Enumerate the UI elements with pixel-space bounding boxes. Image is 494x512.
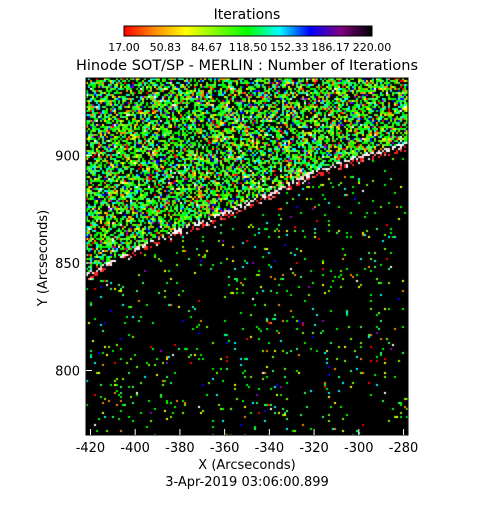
y-axis-label: Y (Arcseconds)	[36, 210, 51, 307]
colorbar	[123, 25, 373, 37]
x-tick-label: -420	[76, 441, 106, 456]
chart-title: Hinode SOT/SP - MERLIN : Number of Itera…	[76, 58, 418, 74]
colorbar-tick-labels: 17.00 50.83 84.67 118.50 152.33 186.17 220.00	[108, 41, 391, 54]
colorbar-tick-label: 17.00	[108, 41, 140, 54]
y-tick-label: 900	[55, 149, 80, 164]
x-tick-label: -360	[210, 441, 240, 456]
y-tick-label: 850	[55, 257, 80, 272]
colorbar-tick-label: 118.50	[229, 41, 268, 54]
plot-area	[86, 78, 408, 435]
x-tick-label: -300	[344, 441, 374, 456]
colorbar-tick-label: 220.00	[353, 41, 392, 54]
iterations-map	[86, 78, 408, 435]
x-tick-label: -380	[165, 441, 195, 456]
axes: -420 -400 -380 -360 -340 -320 -300 -280 800 850 90…	[55, 77, 419, 456]
colorbar-tick-label: 84.67	[191, 41, 223, 54]
y-tick-label: 800	[55, 364, 80, 379]
x-tick-label: -400	[120, 441, 150, 456]
colorbar-title: Iterations	[214, 7, 281, 23]
timestamp-label: 3-Apr-2019 03:06:00.899	[165, 475, 329, 490]
colorbar-tick-label: 152.33	[270, 41, 309, 54]
plot-frame	[85, 77, 409, 436]
x-tick-label: -340	[255, 441, 285, 456]
x-tick-label: -320	[299, 441, 329, 456]
x-tick-label: -280	[389, 441, 419, 456]
x-axis-label: X (Arcseconds)	[198, 458, 295, 473]
colorbar-tick-label: 50.83	[150, 41, 182, 54]
colorbar-tick-label: 186.17	[311, 41, 350, 54]
